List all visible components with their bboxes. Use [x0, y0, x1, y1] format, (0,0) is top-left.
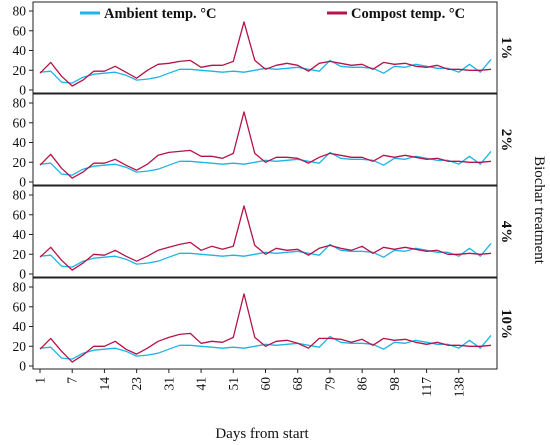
ambient-series-line — [39, 242, 492, 268]
x-axis-title: Days from start — [215, 426, 309, 442]
x-tick-label: 51 — [226, 377, 241, 391]
x-tick-label: 138 — [451, 377, 466, 398]
facet-axis-title: Biochar treatment — [531, 156, 547, 265]
y-tick-label: 80 — [13, 96, 27, 111]
y-tick-label: 60 — [13, 115, 27, 130]
compost-series-line — [39, 21, 492, 87]
x-tick-label: 41 — [194, 377, 209, 391]
panel-frame — [32, 1, 498, 94]
y-tick-label: 40 — [13, 43, 27, 58]
compost-series-line — [39, 205, 492, 271]
x-tick-label: 1 — [33, 377, 48, 384]
y-tick-label: 80 — [13, 4, 27, 19]
panel-label: 2% — [498, 129, 514, 152]
legend-ambient-label: Ambient temp. °C — [104, 6, 217, 22]
y-tick-label: 80 — [13, 280, 27, 295]
y-tick-label: 0 — [19, 359, 26, 374]
y-tick-label: 0 — [19, 267, 26, 282]
y-tick-label: 40 — [13, 227, 27, 242]
x-tick-label: 68 — [290, 377, 305, 391]
panel-frame — [32, 277, 498, 370]
chart-panels: 0 20 40 60 80 1% 0 20 40 60 80 2% 0 20 40 60 80 4% 0 20 40 60… — [13, 1, 514, 374]
legend-compost-label: Compost temp. °C — [351, 6, 465, 22]
compost-series-line — [39, 111, 492, 179]
y-tick-label: 0 — [19, 83, 26, 98]
ambient-series-line — [39, 150, 492, 176]
y-tick-label: 80 — [13, 188, 27, 203]
x-axis: 1 7 14 23 31 41 51 60 68 79 86 98 117 138 — [33, 369, 466, 398]
panel-2: 0 20 40 60 80 2% — [13, 93, 514, 190]
y-tick-label: 20 — [13, 247, 27, 262]
x-tick-label: 79 — [322, 377, 337, 391]
legend: Ambient temp. °C Compost temp. °C — [80, 6, 465, 22]
x-tick-label: 117 — [419, 377, 434, 397]
panel-frame — [32, 93, 498, 186]
compost-series-line — [39, 293, 492, 363]
y-tick-label: 60 — [13, 299, 27, 314]
y-tick-label: 40 — [13, 135, 27, 150]
panel-label: 10% — [498, 309, 514, 339]
panel-4: 0 20 40 60 80 10% — [13, 277, 514, 374]
x-tick-label: 98 — [387, 377, 402, 391]
ambient-series-line — [39, 58, 492, 84]
x-tick-label: 60 — [258, 377, 273, 391]
x-tick-label: 86 — [355, 377, 370, 391]
x-tick-label: 31 — [161, 377, 176, 391]
y-tick-label: 20 — [13, 339, 27, 354]
y-tick-label: 20 — [13, 155, 27, 170]
ambient-series-line — [39, 334, 492, 360]
y-tick-label: 20 — [13, 63, 27, 78]
y-tick-label: 40 — [13, 319, 27, 334]
y-tick-label: 60 — [13, 23, 27, 38]
x-tick-label: 7 — [65, 377, 80, 384]
panel-3: 0 20 40 60 80 4% — [13, 185, 514, 282]
y-tick-label: 0 — [19, 175, 26, 190]
x-tick-label: 14 — [97, 377, 112, 391]
panel-1: 0 20 40 60 80 1% — [13, 1, 514, 98]
panel-label: 1% — [498, 37, 514, 60]
panel-label: 4% — [498, 221, 514, 244]
y-tick-label: 60 — [13, 207, 27, 222]
x-tick-label: 23 — [129, 377, 144, 391]
panel-frame — [32, 185, 498, 278]
